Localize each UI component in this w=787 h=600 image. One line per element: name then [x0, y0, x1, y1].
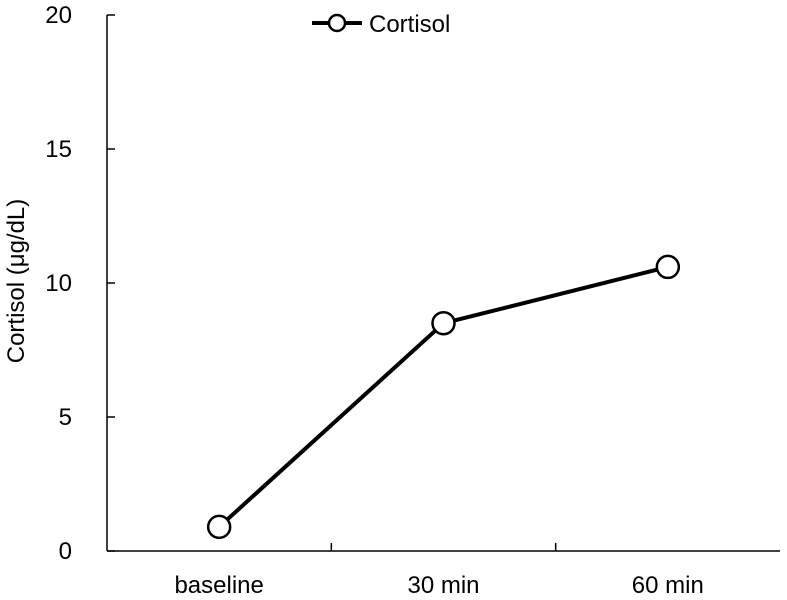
x-tick-label: 60 min — [632, 572, 704, 599]
legend-marker — [327, 13, 347, 33]
y-tick-label: 10 — [45, 270, 72, 297]
y-tick-label: 20 — [45, 2, 72, 29]
series-line — [217, 264, 669, 529]
series-layer — [206, 254, 681, 540]
x-axis-ticks: baseline 30 min 60 min — [174, 543, 704, 599]
x-tick-label: 30 min — [407, 572, 479, 599]
y-tick-label: 0 — [59, 538, 72, 565]
legend: Cortisol — [312, 11, 450, 38]
y-axis-ticks: 0 5 10 15 20 — [45, 2, 115, 565]
x-tick-label: baseline — [174, 572, 263, 599]
data-point — [206, 514, 232, 540]
y-tick-label: 5 — [59, 404, 72, 431]
legend-label: Cortisol — [369, 11, 450, 38]
y-axis-title: Cortisol (μg/dL) — [3, 199, 30, 364]
data-point — [431, 310, 456, 336]
data-point — [655, 254, 681, 280]
y-tick-label: 15 — [45, 136, 72, 163]
